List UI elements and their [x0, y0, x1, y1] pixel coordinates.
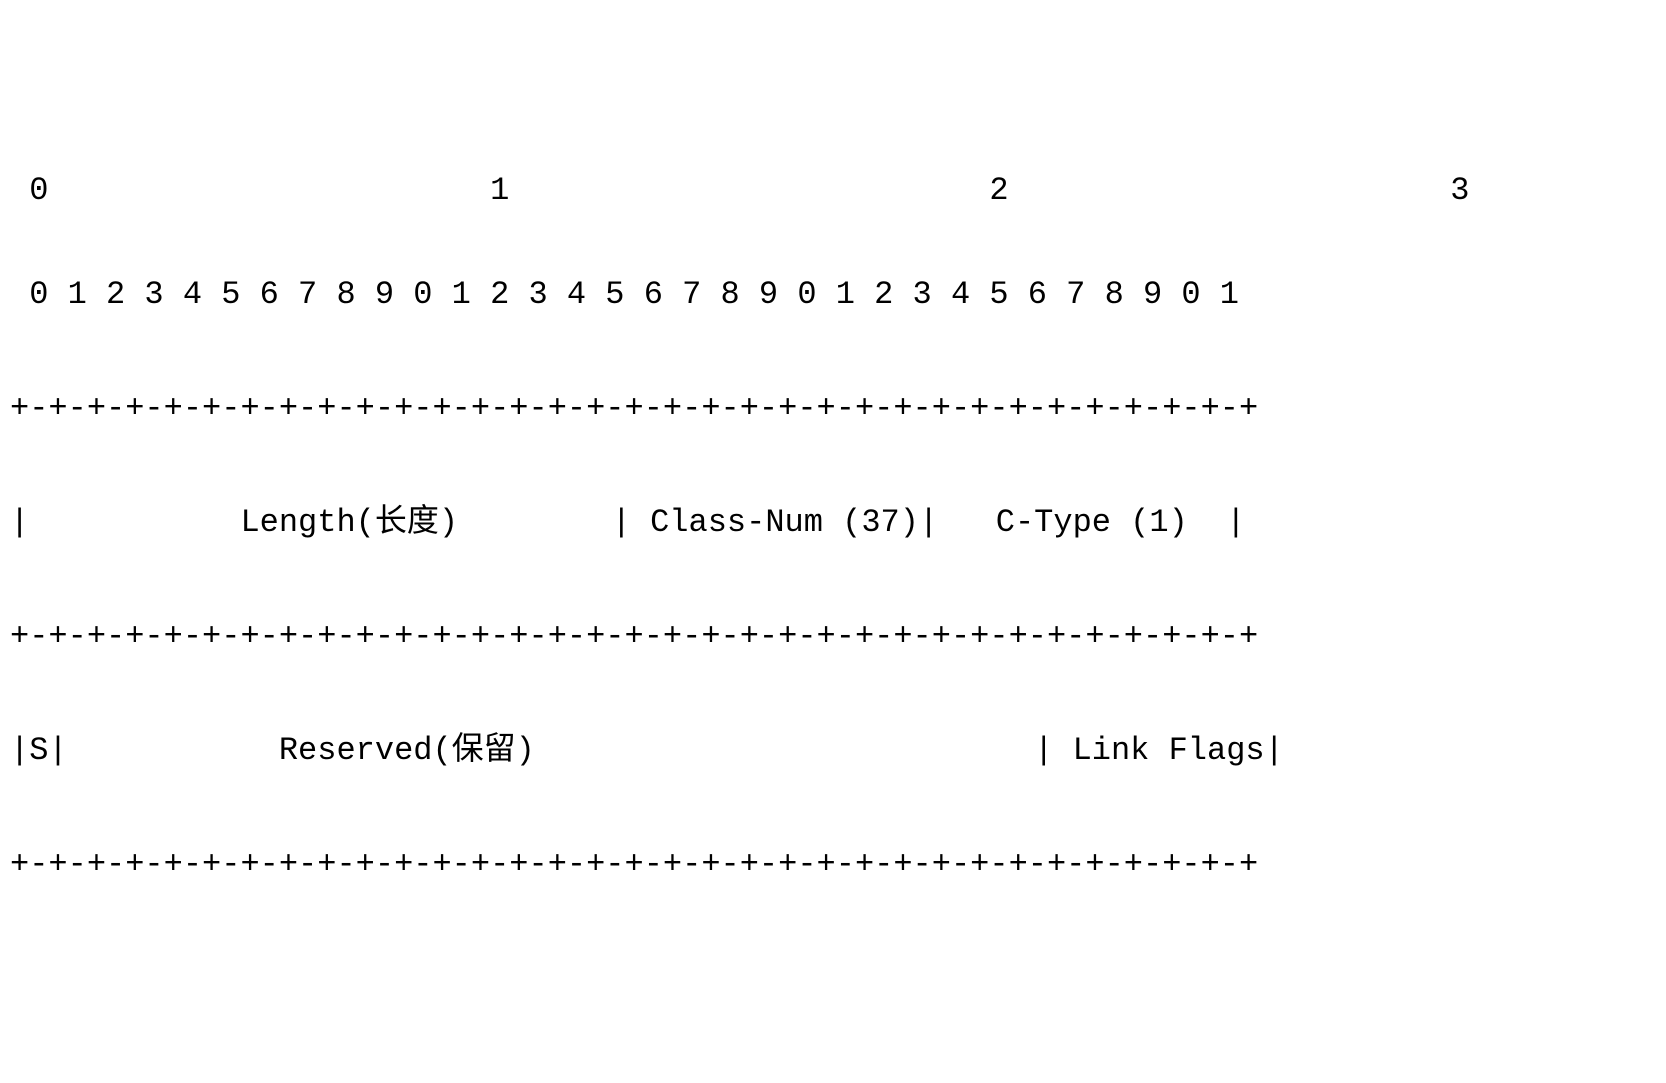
separator-3: +-+-+-+-+-+-+-+-+-+-+-+-+-+-+-+-+-+-+-+-… — [10, 849, 1656, 881]
byte-label-3: 3 — [1450, 172, 1469, 209]
byte-label-0: 0 — [10, 172, 48, 209]
packet-row-1: | Length(长度) | Class-Num (37)| C-Type (1… — [10, 507, 1656, 539]
packet-row-2: |S| Reserved(保留) | Link Flags| — [10, 735, 1656, 767]
separator-1: +-+-+-+-+-+-+-+-+-+-+-+-+-+-+-+-+-+-+-+-… — [10, 393, 1656, 425]
bit-header-row: 0 1 2 3 4 5 6 7 8 9 0 1 2 3 4 5 6 7 8 9 … — [10, 279, 1656, 311]
byte-header-row: 0 1 2 3 — [10, 175, 1656, 207]
byte-label-2: 2 — [989, 172, 1008, 209]
separator-2: +-+-+-+-+-+-+-+-+-+-+-+-+-+-+-+-+-+-+-+-… — [10, 621, 1656, 653]
packet-format-diagram: 0 1 2 3 0 1 2 3 4 5 6 7 8 9 0 1 2 3 4 5 … — [10, 138, 1656, 913]
byte-label-1: 1 — [490, 172, 509, 209]
